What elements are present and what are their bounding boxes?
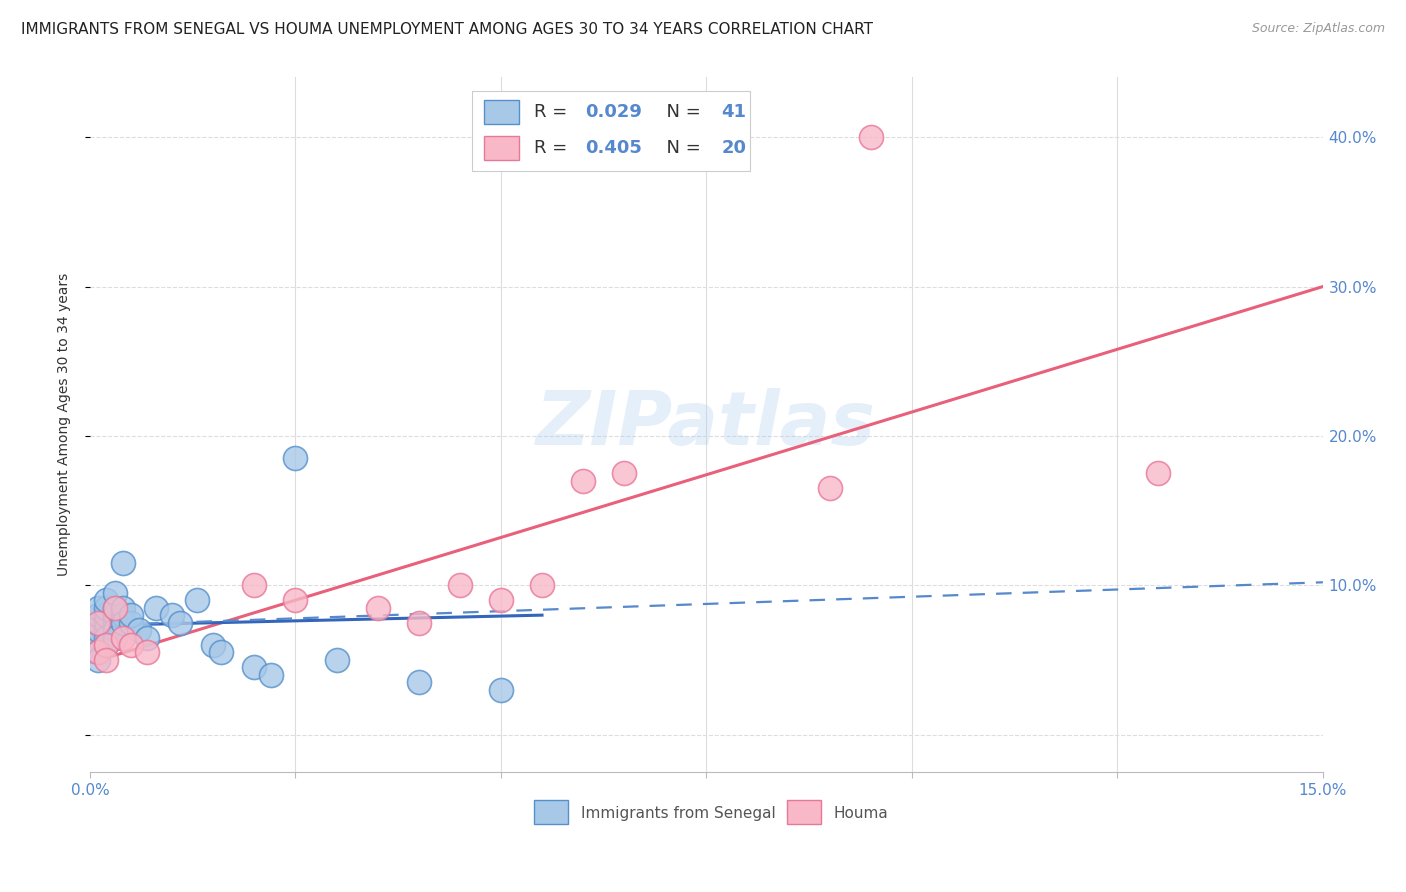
Point xyxy=(489,682,512,697)
Point xyxy=(572,474,595,488)
Point xyxy=(243,578,266,592)
Point xyxy=(260,668,283,682)
Text: R =: R = xyxy=(534,139,572,157)
Point xyxy=(489,593,512,607)
Point xyxy=(96,593,118,607)
Point xyxy=(87,653,110,667)
Point xyxy=(87,645,110,659)
Text: Source: ZipAtlas.com: Source: ZipAtlas.com xyxy=(1251,22,1385,36)
Point xyxy=(284,451,307,466)
Point xyxy=(87,623,110,637)
Point xyxy=(111,631,134,645)
Point xyxy=(104,586,127,600)
Point xyxy=(104,631,127,645)
Text: ZIPatlas: ZIPatlas xyxy=(537,388,876,461)
Point xyxy=(87,631,110,645)
Point xyxy=(87,608,110,623)
Point xyxy=(136,645,159,659)
Point xyxy=(87,645,110,659)
Point xyxy=(87,638,110,652)
Point xyxy=(111,600,134,615)
Point xyxy=(284,593,307,607)
Point xyxy=(818,481,841,495)
Point xyxy=(120,615,142,630)
FancyBboxPatch shape xyxy=(485,136,519,161)
Point xyxy=(96,653,118,667)
FancyBboxPatch shape xyxy=(485,100,519,124)
Point xyxy=(202,638,225,652)
Text: 20: 20 xyxy=(721,139,747,157)
Point xyxy=(120,608,142,623)
Text: R =: R = xyxy=(534,103,572,121)
Point xyxy=(325,653,347,667)
Point xyxy=(243,660,266,674)
Point xyxy=(613,467,636,481)
FancyBboxPatch shape xyxy=(534,800,568,824)
Text: 0.405: 0.405 xyxy=(585,139,643,157)
Point xyxy=(96,615,118,630)
Point xyxy=(128,623,150,637)
Point xyxy=(104,600,127,615)
Point xyxy=(96,600,118,615)
Point xyxy=(96,638,118,652)
Text: 0.029: 0.029 xyxy=(585,103,643,121)
Point xyxy=(96,631,118,645)
Point xyxy=(531,578,554,592)
Point xyxy=(111,556,134,570)
Point xyxy=(96,608,118,623)
Text: IMMIGRANTS FROM SENEGAL VS HOUMA UNEMPLOYMENT AMONG AGES 30 TO 34 YEARS CORRELAT: IMMIGRANTS FROM SENEGAL VS HOUMA UNEMPLO… xyxy=(21,22,873,37)
Point xyxy=(87,615,110,630)
Point xyxy=(160,608,183,623)
Point xyxy=(186,593,208,607)
Point xyxy=(408,675,430,690)
Point xyxy=(136,631,159,645)
Text: Houma: Houma xyxy=(834,806,889,822)
Point xyxy=(87,600,110,615)
Point xyxy=(120,638,142,652)
Point xyxy=(169,615,191,630)
FancyBboxPatch shape xyxy=(472,91,749,171)
Point xyxy=(111,615,134,630)
Point xyxy=(104,623,127,637)
Point xyxy=(367,600,389,615)
Point xyxy=(211,645,233,659)
Point xyxy=(104,615,127,630)
Point xyxy=(96,623,118,637)
Point xyxy=(96,638,118,652)
Point xyxy=(449,578,471,592)
Text: N =: N = xyxy=(655,139,706,157)
FancyBboxPatch shape xyxy=(786,800,821,824)
Point xyxy=(859,130,882,145)
Point xyxy=(1147,467,1170,481)
Text: 41: 41 xyxy=(721,103,747,121)
Y-axis label: Unemployment Among Ages 30 to 34 years: Unemployment Among Ages 30 to 34 years xyxy=(58,273,72,576)
Point xyxy=(104,608,127,623)
Text: Immigrants from Senegal: Immigrants from Senegal xyxy=(581,806,775,822)
Point xyxy=(104,600,127,615)
Point xyxy=(408,615,430,630)
Point xyxy=(111,608,134,623)
Point xyxy=(87,615,110,630)
Text: N =: N = xyxy=(655,103,706,121)
Point xyxy=(145,600,167,615)
